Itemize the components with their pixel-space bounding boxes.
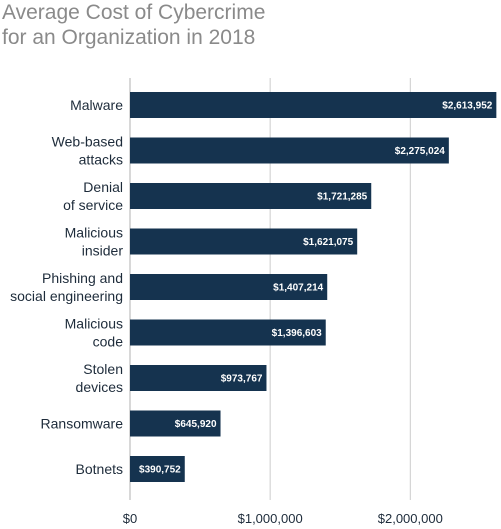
value-label-5: $1,396,603 <box>272 328 322 339</box>
category-label-8: Botnets <box>76 461 123 477</box>
value-label-6: $973,767 <box>221 374 263 385</box>
category-label-2-line-1: of service <box>63 197 123 213</box>
chart-title-line-2: for an Organization in 2018 <box>2 26 256 49</box>
value-label-7: $645,920 <box>175 419 217 430</box>
bar-2 <box>130 183 372 209</box>
category-label-3: Malicious insider <box>65 225 124 259</box>
category-label-5: Malicious code <box>65 316 124 350</box>
category-label-3-line-0: Malicious <box>65 225 123 241</box>
category-label-0: Malware <box>70 97 123 113</box>
category-label-2-line-0: Denial <box>83 179 123 195</box>
bar-3 <box>130 228 358 255</box>
category-label-3-line-1: insider <box>82 243 124 259</box>
bar-4 <box>130 274 328 300</box>
category-label-8-line-0: Botnets <box>76 461 123 477</box>
category-label-4: Phishing and social engineering <box>10 270 123 304</box>
category-label-1-line-0: Web-based <box>52 134 123 150</box>
category-label-6-line-1: devices <box>76 379 123 395</box>
value-label-0: $2,613,952 <box>442 101 492 112</box>
x-tick-label-2: $2,000,000 <box>378 511 443 526</box>
bar-0 <box>130 92 497 118</box>
bar-5 <box>130 319 326 346</box>
bar-8 <box>130 456 185 482</box>
chart-title: Average Cost of Cybercrime for an Organi… <box>2 0 265 50</box>
category-label-2: Denial of service <box>63 179 123 213</box>
category-label-4-line-0: Phishing and <box>42 270 123 286</box>
category-label-5-line-0: Malicious <box>65 316 123 332</box>
value-label-3: $1,621,075 <box>303 237 353 248</box>
category-label-1: Web-based attacks <box>52 134 123 168</box>
category-label-7-line-0: Ransomware <box>41 416 124 432</box>
bar-6 <box>130 365 267 391</box>
category-label-7: Ransomware <box>41 416 124 432</box>
category-label-5-line-1: code <box>93 334 124 350</box>
value-label-8: $390,752 <box>139 465 181 476</box>
category-label-0-line-0: Malware <box>70 97 123 113</box>
chart-title-line-1: Average Cost of Cybercrime <box>2 1 266 24</box>
bar-7 <box>130 410 221 437</box>
category-label-6-line-0: Stolen <box>83 361 123 377</box>
value-label-1: $2,275,024 <box>395 146 445 157</box>
category-label-1-line-1: attacks <box>79 152 123 168</box>
category-label-4-line-1: social engineering <box>10 288 123 304</box>
value-label-2: $1,721,285 <box>317 192 367 203</box>
category-label-6: Stolen devices <box>76 361 123 395</box>
x-tick-label-1: $1,000,000 <box>238 511 303 526</box>
bar-1 <box>130 137 449 164</box>
x-tick-label-0: $0 <box>123 511 137 526</box>
value-label-4: $1,407,214 <box>273 283 323 294</box>
